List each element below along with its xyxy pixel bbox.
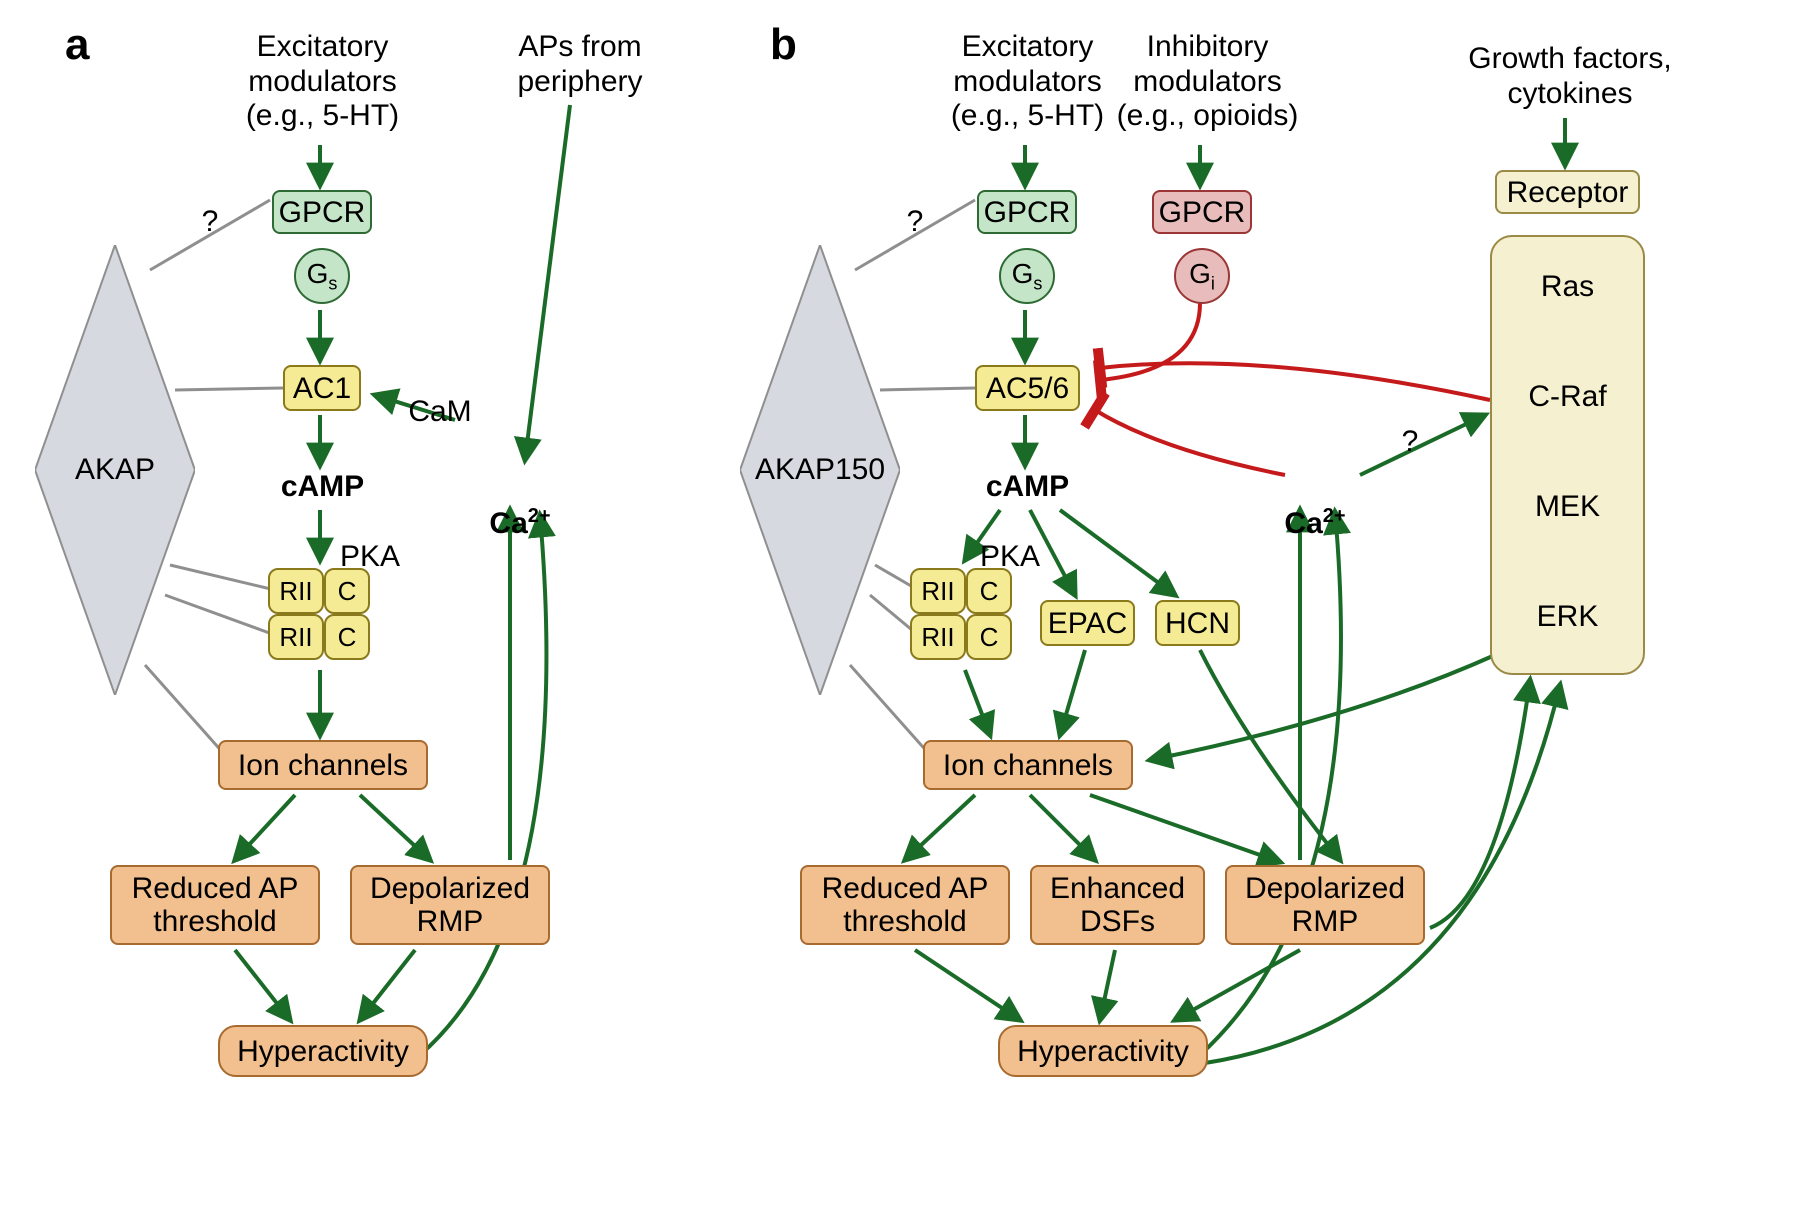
panel-a-gs: Gs [294, 248, 350, 304]
panel-b-camp: cAMP [980, 470, 1075, 505]
panel-a-reduced: Reduced AP threshold [110, 865, 320, 945]
panel-a-cam: CaM [400, 395, 480, 430]
panel-b-label: b [770, 20, 797, 70]
panel-b-gpcr1: GPCR [977, 190, 1077, 234]
panel-b-ac: AC5/6 [975, 365, 1080, 411]
panel-b-receptor: Receptor [1495, 170, 1640, 214]
panel-b-ca2: Ca2+ [1275, 470, 1355, 541]
panel-b-erk: ERK [1520, 600, 1615, 635]
panel-b-hcn: HCN [1155, 600, 1240, 646]
panel-a-excitatory-title: Excitatory modulators (e.g., 5-HT) [215, 30, 430, 134]
panel-b-gpcr2: GPCR [1152, 190, 1252, 234]
panel-a-aps-title: APs from periphery [480, 30, 680, 99]
panel-a-akap: AKAP [35, 245, 195, 695]
panel-b-inhibitory: Inhibitory modulators (e.g., opioids) [1100, 30, 1315, 134]
panel-b-gs: Gs [999, 248, 1055, 304]
panel-a-hyper: Hyperactivity [218, 1025, 428, 1077]
panel-a-ca2: Ca2+ [480, 470, 560, 541]
panel-a-depolarized: Depolarized RMP [350, 865, 550, 945]
panel-b-growth: Growth factors, cytokines [1440, 42, 1700, 111]
panel-b-ion-channels: Ion channels [923, 740, 1133, 790]
panel-b-hyper: Hyperactivity [998, 1025, 1208, 1077]
panel-b-reduced: Reduced AP threshold [800, 865, 1010, 945]
panel-a-gpcr: GPCR [272, 190, 372, 234]
panel-a-ion-channels: Ion channels [218, 740, 428, 790]
panel-b-mek: MEK [1520, 490, 1615, 525]
panel-b-depolarized: Depolarized RMP [1225, 865, 1425, 945]
panel-b-akap150: AKAP150 [740, 245, 900, 695]
panel-b-craf: C-Raf [1520, 380, 1615, 415]
panel-a-label: a [65, 20, 89, 70]
panel-b-epac: EPAC [1040, 600, 1135, 646]
panel-a-question: ? [195, 205, 225, 240]
panel-a-ac1: AC1 [283, 365, 361, 411]
panel-a-camp: cAMP [275, 470, 370, 505]
panel-b-gi: Gi [1174, 248, 1230, 304]
panel-b-ras: Ras [1520, 270, 1615, 305]
panel-b-question2: ? [1395, 425, 1425, 460]
panel-b-question1: ? [900, 205, 930, 240]
panel-b-enhanced: Enhanced DSFs [1030, 865, 1205, 945]
